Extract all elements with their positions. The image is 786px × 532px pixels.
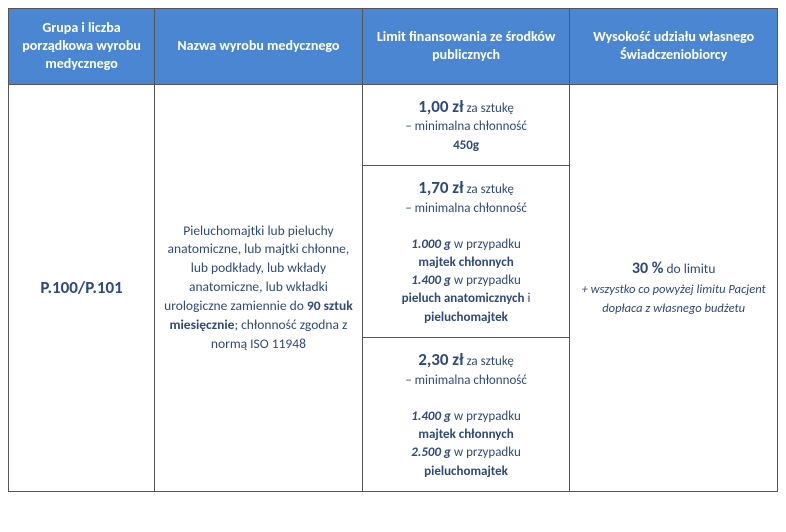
header-limit: Limit finansowania ze środków publicznyc… [362,9,570,85]
share-pct: 30 % [632,259,664,278]
header-row: Grupa i liczba porządkowa wyrobu medyczn… [9,9,778,85]
tier2-g1: 1.000 g [411,237,451,252]
limit-tier2: 1,70 zł za sztukę – minimalna chłonność … [362,165,570,337]
tier2-g1case: w przypadku [454,237,521,252]
share-sub: + wszystko co powyżej limitu Pacjent dop… [582,282,766,316]
product-name-cell: Pieluchomajtki lub pieluchy anatomiczne,… [155,84,363,491]
tier1-min: – minimalna chłonność [405,119,527,134]
tier3-g2prod: pieluchomajtek [424,464,508,479]
limit-tier1: 1,00 zł za sztukę – minimalna chłonność … [362,84,570,165]
tier3-g2: 2.500 g [411,445,451,460]
header-product: Nazwa wyrobu medycznego [155,9,363,85]
tier3-g1prod: majtek chłonnych [418,427,513,442]
tier1-g: 450g [453,138,479,153]
table-row: P.100/P.101 Pieluchomajtki lub pieluchy … [9,84,778,165]
tier2-g1prod: majtek chłonnych [418,255,513,270]
tier2-and: i [527,291,530,306]
tier3-per: za sztukę [467,354,514,369]
tier3-price: 2,30 zł [418,349,463,370]
reimbursement-table: Grupa i liczba porządkowa wyrobu medyczn… [8,8,778,492]
share-txt: do limitu [666,260,715,277]
tier3-g2case: w przypadku [454,445,521,460]
tier2-g2prod1: pieluch anatomicznych [402,291,525,306]
group-code: P.100/P.101 [40,277,122,298]
tier3-min: – minimalna chłonność [405,373,527,388]
tier3-g1case: w przypadku [454,409,521,424]
tier2-g2case: w przypadku [454,273,521,288]
tier1-per: za sztukę [467,101,514,116]
tier1-price: 1,00 zł [418,96,463,117]
tier2-per: za sztukę [467,182,514,197]
tier2-min: – minimalna chłonność [405,201,527,216]
share-cell: 30 % do limitu + wszystko co powyżej lim… [570,84,778,491]
tier2-price: 1,70 zł [418,177,463,198]
header-share: Wysokość udziału własnego Świadczeniobio… [570,9,778,85]
limit-tier3: 2,30 zł za sztukę – minimalna chłonność … [362,337,570,491]
tier2-g2prod2: pieluchomajtek [424,310,508,325]
tier2-g2: 1.400 g [411,273,451,288]
group-code-cell: P.100/P.101 [9,84,155,491]
header-group: Grupa i liczba porządkowa wyrobu medyczn… [9,9,155,85]
tier3-g1: 1.400 g [411,409,451,424]
